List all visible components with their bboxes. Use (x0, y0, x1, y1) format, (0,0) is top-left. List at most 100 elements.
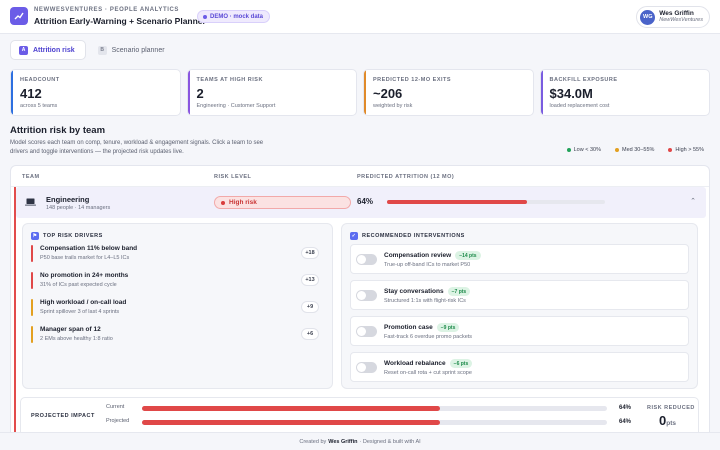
intervention-toggle[interactable] (356, 362, 377, 373)
drivers-header: ⚑ TOP RISK DRIVERS (31, 232, 103, 240)
driver-title: No promotion in 24+ months (40, 272, 129, 279)
table-header: TEAM RISK LEVEL PREDICTED ATTRITION (12 … (11, 166, 709, 187)
intervention-promotion-case[interactable]: Promotion case −9 pts Fast-track 6 overdu… (350, 316, 689, 346)
kpi-sub: weighted by risk (373, 103, 413, 109)
team-row-engineering[interactable]: Engineering 148 people · 14 managers Hig… (16, 187, 706, 218)
intervention-compensation-review[interactable]: Compensation review −14 pts True-up off-b… (350, 244, 689, 274)
tab-label: Scenario planner (111, 46, 165, 54)
kpi-label: TEAMS AT HIGH RISK (196, 77, 263, 83)
tab-attrition-risk[interactable]: A Attrition risk (10, 40, 86, 60)
driver-score: +18 (301, 247, 319, 259)
tab-a-icon: A (19, 45, 28, 55)
demo-badge: DEMO · mock data (197, 10, 271, 23)
col-risk-level: RISK LEVEL (214, 174, 252, 180)
flag-icon: ⚑ (31, 232, 39, 240)
driver-score: +6 (301, 328, 319, 340)
intervention-title: Stay conversations (384, 288, 444, 295)
driver-sub: 31% of ICs past expected cycle (40, 282, 117, 288)
intervention-sub: Structured 1:1s with flight-risk ICs (384, 298, 466, 304)
legend-label: High > 55% (675, 147, 704, 153)
team-risk-panel: TEAM RISK LEVEL PREDICTED ATTRITION (12 … (10, 165, 710, 440)
kpi-label: HEADCOUNT (20, 77, 60, 83)
org-label: NEWWESVENTURES · PEOPLE ANALYTICS (34, 7, 180, 13)
intervention-sub: Reset on-call rota + cut sprint scope (384, 370, 472, 376)
section-title: Attrition risk by team (10, 125, 106, 136)
current-label: Current (106, 404, 125, 410)
impact-tag: −14 pts (455, 251, 481, 260)
attrition-percent: 64% (357, 197, 374, 206)
check-icon: ✓ (350, 232, 358, 240)
driver-item: Compensation 11% below band P50 base tra… (31, 244, 319, 264)
driver-sub: P50 base trails market for L4–L5 ICs (40, 255, 130, 261)
intervention-title-row: Stay conversations −7 pts (384, 287, 471, 296)
driver-item: High workload / on-call load Sprint spil… (31, 298, 319, 318)
kpi-row: HEADCOUNT 412 across 5 teams TEAMS AT HI… (10, 69, 710, 116)
team-name: Engineering (46, 195, 90, 204)
legend-dot-icon (668, 148, 673, 152)
interventions-title: RECOMMENDED INTERVENTIONS (362, 233, 465, 239)
kpi-accent-bar (11, 70, 13, 115)
risk-reduced-number: 0 (659, 413, 667, 428)
kpi-sub: Engineering · Customer Support (196, 103, 276, 109)
kpi-label: BACKFILL EXPOSURE (549, 77, 618, 83)
col-team: TEAM (22, 174, 40, 180)
legend-item-low: Low < 30% (566, 147, 601, 153)
intervention-toggle[interactable] (356, 290, 377, 301)
risk-level-badge: High risk (214, 196, 351, 209)
legend-label: Med 30–55% (621, 147, 655, 153)
kpi-accent-bar (540, 70, 543, 115)
user-company: NewWesVentures (659, 17, 703, 23)
risk-drivers-card: ⚑ TOP RISK DRIVERS Compensation 11% below… (22, 223, 333, 389)
kpi-accent-bar (364, 70, 366, 115)
col-predicted-attrition: PREDICTED ATTRITION (12 MO) (357, 174, 455, 180)
kpi-headcount: HEADCOUNT 412 across 5 teams (10, 69, 181, 116)
footer: Created by Wes Griffin · Designed & buil… (0, 432, 720, 450)
footer-suffix: · Designed & built with AI (359, 438, 421, 445)
impact-tag: −7 pts (447, 287, 471, 296)
top-bar: NEWWESVENTURES · PEOPLE ANALYTICS Attrit… (0, 0, 720, 34)
kpi-sub: across 5 teams (20, 103, 58, 109)
driver-item: Manager span of 12 2 EMs above healthy 1… (31, 325, 319, 345)
intervention-stay-conversations[interactable]: Stay conversations −7 pts Structured 1:1s… (350, 280, 689, 310)
kpi-backfill-exposure: BACKFILL EXPOSURE $34.0M loaded replacem… (539, 69, 710, 116)
intervention-title: Promotion case (384, 324, 433, 331)
user-menu[interactable]: WG Wes Griffin NewWesVentures (636, 6, 710, 28)
user-name: Wes Griffin (659, 10, 694, 17)
projected-bar-fill (142, 420, 440, 425)
kpi-accent-bar (187, 70, 190, 115)
toggle-knob (357, 363, 366, 372)
intervention-toggle[interactable] (356, 326, 377, 337)
kpi-value: ~206 (373, 86, 403, 101)
current-percent: 64% (619, 405, 632, 411)
driver-item: No promotion in 24+ months 31% of ICs pa… (31, 271, 319, 291)
footer-author: Wes Griffin (328, 438, 358, 445)
risk-dot-icon (221, 200, 225, 205)
laptop-icon (25, 198, 36, 206)
intervention-workload-rebalance[interactable]: Workload rebalance −6 pts Reset on-call r… (350, 352, 689, 382)
attrition-bar-track (387, 200, 605, 204)
app-logo-icon (10, 7, 28, 25)
toggle-knob (357, 291, 366, 300)
demo-badge-label: DEMO · mock data (210, 13, 264, 20)
intervention-title-row: Promotion case −9 pts (384, 323, 460, 332)
risk-reduced-unit: pts (666, 420, 676, 427)
projected-label: Projected (106, 418, 130, 424)
intervention-title-row: Compensation review −14 pts (384, 251, 481, 260)
driver-sub: 2 EMs above healthy 1:8 ratio (40, 336, 113, 342)
intervention-toggle[interactable] (356, 254, 377, 265)
interventions-header: ✓ RECOMMENDED INTERVENTIONS (350, 232, 465, 240)
driver-score: +13 (301, 274, 319, 286)
attrition-bar-fill (387, 200, 527, 204)
risk-reduced-label: RISK REDUCED (647, 405, 695, 411)
kpi-predicted-exits: PREDICTED 12-MO EXITS ~206 weighted by r… (363, 69, 534, 116)
interventions-card: ✓ RECOMMENDED INTERVENTIONS Compensation … (341, 223, 698, 389)
driver-score: +9 (301, 301, 319, 313)
current-bar-track (142, 406, 607, 411)
tab-label: Attrition risk (33, 46, 75, 54)
driver-severity-bar (31, 245, 33, 262)
chevron-up-icon[interactable]: ⌃ (690, 198, 696, 205)
app-title: Attrition Early-Warning + Scenario Plann… (34, 16, 206, 26)
legend-dot-icon (566, 148, 571, 152)
kpi-sub: loaded replacement cost (549, 103, 610, 109)
tab-scenario-planner[interactable]: B Scenario planner (90, 40, 175, 60)
